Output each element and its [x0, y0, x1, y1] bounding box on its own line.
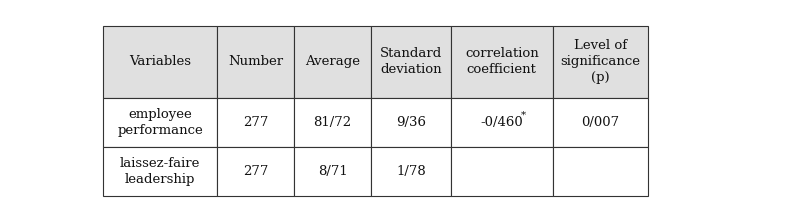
Text: 9/36: 9/36	[396, 116, 426, 129]
Bar	[371, 97, 451, 147]
Bar	[294, 147, 371, 196]
Text: 277: 277	[243, 165, 269, 178]
Bar	[217, 97, 294, 147]
Text: 81/72: 81/72	[314, 116, 351, 129]
Text: correlation
coefficient: correlation coefficient	[465, 48, 539, 77]
Text: 277: 277	[243, 116, 269, 129]
Text: employee
performance: employee performance	[117, 108, 203, 137]
Text: Standard
deviation: Standard deviation	[380, 48, 442, 77]
Bar	[103, 97, 217, 147]
Text: Average: Average	[305, 55, 360, 68]
Bar	[553, 26, 648, 97]
Text: *: *	[520, 111, 525, 120]
Text: laissez-faire
leadership: laissez-faire leadership	[120, 157, 200, 186]
Bar	[103, 147, 217, 196]
Bar	[103, 26, 217, 97]
Bar	[217, 26, 294, 97]
Bar	[371, 147, 451, 196]
Bar	[451, 147, 553, 196]
Text: 8/71: 8/71	[318, 165, 347, 178]
Bar	[451, 26, 553, 97]
Text: Variables: Variables	[129, 55, 191, 68]
Bar	[294, 26, 371, 97]
Text: 0/007: 0/007	[581, 116, 619, 129]
Text: -0/460: -0/460	[480, 116, 523, 129]
Bar	[217, 147, 294, 196]
Bar	[294, 97, 371, 147]
Text: Level of
significance
(p): Level of significance (p)	[561, 39, 640, 84]
Bar	[451, 97, 553, 147]
Bar	[371, 26, 451, 97]
Text: Number: Number	[228, 55, 283, 68]
Bar	[553, 97, 648, 147]
Text: 1/78: 1/78	[396, 165, 426, 178]
Bar	[553, 147, 648, 196]
